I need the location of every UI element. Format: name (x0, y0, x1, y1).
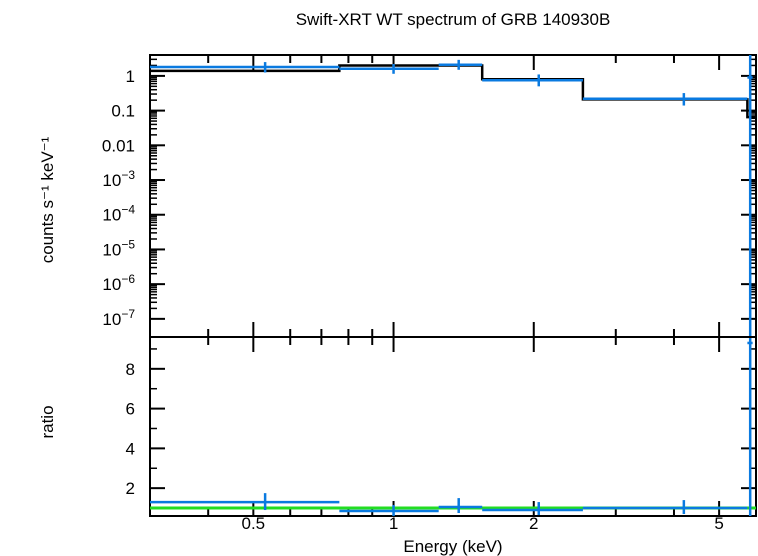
x-tick-label: 1 (389, 514, 398, 533)
ratio-panel: 0.5 1 2 5 2 4 6 8 (126, 336, 757, 533)
y-axis-label-counts: counts s⁻¹ keV⁻¹ (38, 136, 57, 263)
y-tick-label: 10−7 (102, 307, 135, 329)
spectrum-panel: 1 0.1 0.01 10−3 10−4 10−5 10−6 10−7 (102, 54, 757, 338)
x-tick-label: 2 (529, 514, 538, 533)
spectrum-frame (149, 54, 757, 338)
y-tick-label: 10−6 (102, 272, 135, 294)
y-tick-label: 0.1 (111, 102, 135, 121)
y-tick-label: 6 (126, 400, 135, 419)
y-tick-label: 0.01 (102, 136, 135, 155)
chart-title: Swift-XRT WT spectrum of GRB 140930B (296, 10, 611, 29)
y-axis-label-ratio: ratio (38, 405, 57, 438)
x-tick-label: 0.5 (242, 514, 266, 533)
y-tick-label: 4 (126, 439, 135, 458)
ratio-frame (149, 336, 757, 517)
y-tick-label: 2 (126, 479, 135, 498)
y-tick-label: 1 (126, 67, 135, 86)
model-step-line (150, 64, 756, 119)
y-tick-label: 8 (126, 360, 135, 379)
x-axis-label: Energy (keV) (403, 537, 502, 556)
x-tick-label: 5 (714, 514, 723, 533)
y-tick-label: 10−3 (102, 168, 135, 190)
y-tick-label: 10−5 (102, 237, 135, 259)
y-tick-label: 10−4 (102, 203, 135, 225)
